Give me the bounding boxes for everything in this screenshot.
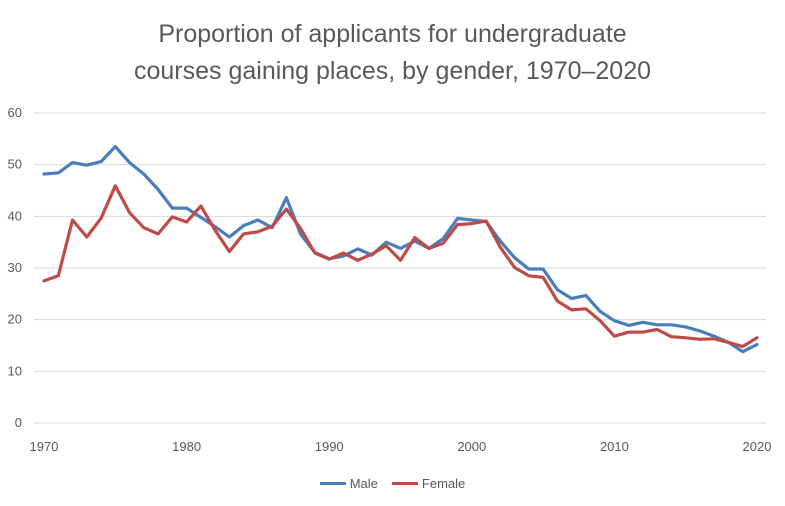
x-tick-label: 1990 <box>315 439 344 454</box>
y-tick-label: 0 <box>15 415 22 430</box>
chart-title-line-2: courses gaining places, by gender, 1970–… <box>133 57 652 85</box>
legend-item-male: Male <box>319 476 378 491</box>
legend-item-female: Female <box>391 476 466 491</box>
legend-swatch-female <box>391 482 418 485</box>
x-tick-label: 2010 <box>600 439 629 454</box>
legend-swatch-male <box>319 482 346 485</box>
chart-title-line-1: Proportion of applicants for undergradua… <box>158 20 627 48</box>
series-line-male <box>42 145 759 354</box>
legend-label-male: Male <box>349 476 378 491</box>
y-tick-label: 20 <box>8 312 22 327</box>
legend: Male Female <box>0 476 785 491</box>
x-tick-label: 2000 <box>457 439 486 454</box>
x-tick-label: 1980 <box>172 439 201 454</box>
x-tick-label: 2020 <box>743 439 772 454</box>
y-tick-label: 10 <box>8 363 22 378</box>
legend-label-female: Female <box>421 476 466 491</box>
y-tick-label: 50 <box>8 157 22 172</box>
y-tick-label: 40 <box>8 208 22 223</box>
y-tick-label: 30 <box>8 260 22 275</box>
x-tick-label: 1970 <box>30 439 59 454</box>
y-tick-label: 60 <box>8 105 22 120</box>
series-line-female <box>42 184 759 349</box>
